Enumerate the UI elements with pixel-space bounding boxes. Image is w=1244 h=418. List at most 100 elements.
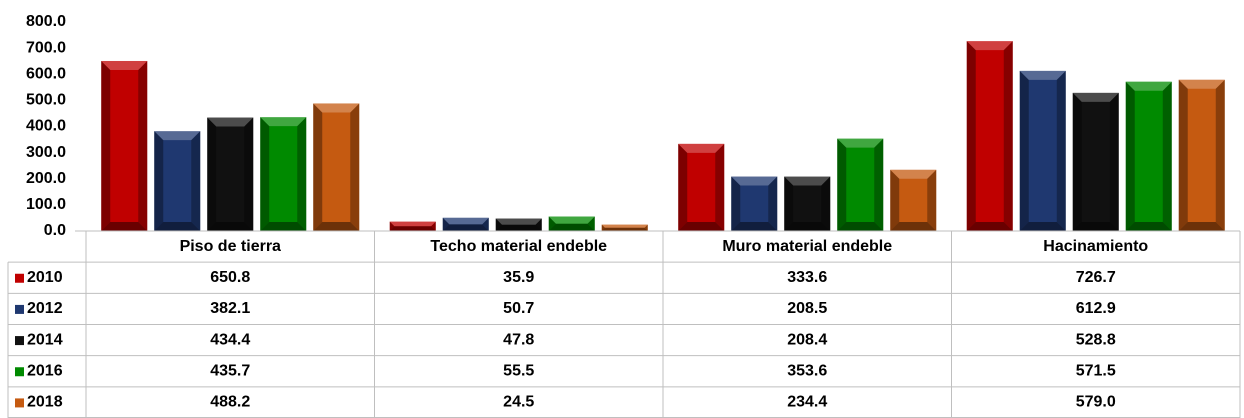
bar-bevel-right bbox=[715, 143, 725, 231]
bar-bevel-left bbox=[601, 224, 605, 231]
bar-bevel-top bbox=[1178, 79, 1225, 89]
table-value: 24.5 bbox=[503, 394, 534, 411]
bar-bevel-right bbox=[1109, 92, 1119, 231]
table-value: 353.6 bbox=[787, 362, 827, 379]
bar-bevel-right bbox=[350, 103, 360, 231]
bar bbox=[1125, 81, 1172, 232]
x-tick-label: Hacinamiento bbox=[1043, 238, 1148, 255]
bar-bevel-left bbox=[442, 217, 450, 231]
bar-bevel-top bbox=[784, 176, 831, 186]
bar-bevel-left bbox=[313, 103, 323, 231]
table-value: 208.4 bbox=[787, 331, 827, 348]
bar-bevel-right bbox=[1162, 81, 1172, 232]
bar-bevel-top bbox=[101, 60, 148, 70]
bar-bevel-bottom bbox=[837, 222, 884, 231]
bar-bevel-right bbox=[535, 218, 542, 231]
bar-bevel-top bbox=[548, 216, 595, 224]
bar-bevel-top bbox=[837, 138, 884, 148]
bar-bevel-right bbox=[297, 117, 307, 231]
table-value: 333.6 bbox=[787, 269, 827, 286]
bar-bevel-left bbox=[260, 117, 270, 231]
table-value: 208.5 bbox=[787, 300, 827, 317]
bar-bevel-top bbox=[260, 117, 307, 127]
bar-bevel-bottom bbox=[1072, 222, 1119, 231]
legend-label: 2018 bbox=[27, 394, 63, 411]
bar-bevel-bottom bbox=[1019, 222, 1066, 231]
y-tick-label: 100.0 bbox=[26, 196, 66, 213]
legend-swatch bbox=[15, 398, 24, 408]
bar bbox=[966, 41, 1013, 231]
bar-bevel-left bbox=[1019, 70, 1029, 231]
bar-bevel-bottom bbox=[389, 226, 436, 231]
bar-bevel-top bbox=[678, 143, 725, 153]
table-value: 650.8 bbox=[210, 269, 250, 286]
bar bbox=[601, 224, 648, 231]
bar-bevel-bottom bbox=[442, 224, 489, 231]
bar-bevel-top bbox=[966, 41, 1013, 51]
bar-bevel-right bbox=[431, 221, 436, 231]
bar-bevel-bottom bbox=[1178, 222, 1225, 231]
table-value: 579.0 bbox=[1076, 394, 1116, 411]
bar-bevel-bottom bbox=[678, 222, 725, 231]
legend-swatch bbox=[15, 273, 24, 283]
bar-bevel-right bbox=[191, 131, 201, 231]
bar bbox=[101, 60, 148, 231]
bar-bevel-bottom bbox=[101, 222, 148, 231]
bar-bevel-top bbox=[890, 169, 937, 179]
bar bbox=[442, 217, 489, 231]
bar bbox=[784, 176, 831, 231]
bar-bevel-left bbox=[966, 41, 976, 231]
table-value: 434.4 bbox=[210, 331, 250, 348]
bar-bevel-top bbox=[495, 218, 542, 225]
table-value: 50.7 bbox=[503, 300, 534, 317]
table-value: 234.4 bbox=[787, 394, 827, 411]
y-tick-label: 0.0 bbox=[44, 222, 66, 239]
bar-bevel-top bbox=[601, 224, 648, 228]
table-value: 571.5 bbox=[1076, 362, 1116, 379]
bar-bevel-right bbox=[1003, 41, 1013, 231]
bar-bevel-left bbox=[837, 138, 847, 231]
bar-bevel-top bbox=[1019, 70, 1066, 80]
bar bbox=[1072, 92, 1119, 231]
bar-bevel-bottom bbox=[495, 224, 542, 231]
bar-bevel-right bbox=[1056, 70, 1066, 231]
bar-bevel-bottom bbox=[313, 222, 360, 231]
bar-bevel-bottom bbox=[966, 222, 1013, 231]
x-tick-label: Piso de tierra bbox=[180, 238, 281, 255]
bar-bevel-bottom bbox=[260, 222, 307, 231]
bar-bevel-left bbox=[890, 169, 900, 231]
legend-label: 2016 bbox=[27, 362, 63, 379]
y-tick-label: 500.0 bbox=[26, 92, 66, 109]
legend-swatch bbox=[15, 367, 24, 377]
bar-bevel-right bbox=[927, 169, 937, 231]
table-value: 488.2 bbox=[210, 394, 250, 411]
bar-bevel-bottom bbox=[1125, 222, 1172, 231]
bar bbox=[389, 221, 436, 231]
bar bbox=[260, 117, 307, 231]
legend-swatch bbox=[15, 304, 24, 314]
bar bbox=[154, 131, 201, 231]
bar bbox=[678, 143, 725, 231]
y-tick-label: 800.0 bbox=[26, 13, 66, 30]
table-value: 726.7 bbox=[1076, 269, 1116, 286]
bar-bevel-left bbox=[495, 218, 502, 231]
bar-bevel-right bbox=[644, 224, 648, 231]
y-tick-label: 700.0 bbox=[26, 39, 66, 56]
bar-bevel-right bbox=[768, 176, 778, 231]
bar bbox=[1019, 70, 1066, 231]
bar bbox=[1178, 79, 1225, 231]
bar-bevel-right bbox=[482, 217, 489, 231]
table-value: 47.8 bbox=[503, 331, 534, 348]
bar-bevel-right bbox=[138, 60, 148, 231]
bar-bevel-bottom bbox=[548, 223, 595, 231]
bar-bevel-top bbox=[207, 117, 254, 127]
bar-bevel-left bbox=[207, 117, 217, 231]
y-tick-label: 300.0 bbox=[26, 144, 66, 161]
bar-bevel-top bbox=[389, 221, 436, 227]
bar-bevel-left bbox=[389, 221, 395, 231]
bar-bevel-right bbox=[821, 176, 831, 231]
x-tick-label: Techo material endeble bbox=[430, 238, 607, 255]
bar-bevel-bottom bbox=[207, 222, 254, 231]
bar-bevel-bottom bbox=[731, 222, 778, 231]
